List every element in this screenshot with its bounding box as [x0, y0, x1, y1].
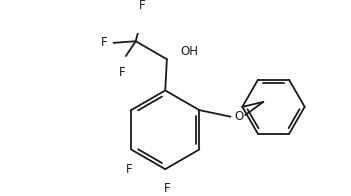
Text: F: F: [119, 66, 125, 79]
Text: F: F: [126, 163, 133, 176]
Text: F: F: [101, 36, 108, 49]
Text: F: F: [139, 0, 146, 12]
Text: OH: OH: [181, 44, 199, 58]
Text: O: O: [234, 110, 243, 123]
Text: F: F: [164, 182, 170, 195]
